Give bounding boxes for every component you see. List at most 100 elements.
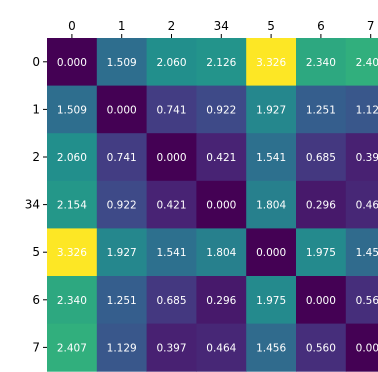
cell-value-label: 0.421 — [206, 152, 236, 164]
cell-value-label: 0.000 — [57, 57, 87, 69]
x-tick-label: 2 — [168, 19, 176, 33]
y-tick-label: 34 — [25, 198, 40, 212]
heatmap-cell — [196, 180, 247, 229]
cell-value-label: 1.975 — [256, 295, 286, 307]
heatmap-cell — [196, 323, 247, 372]
x-tick-label: 5 — [267, 19, 275, 33]
cell-value-label: 0.296 — [206, 295, 236, 307]
heatmap-cell — [246, 323, 297, 372]
cell-value-label: 1.129 — [356, 104, 378, 116]
heatmap-cell — [296, 228, 347, 277]
cell-value-label: 2.407 — [356, 57, 378, 69]
cell-value-label: 2.154 — [57, 200, 87, 212]
cell-value-label: 0.685 — [306, 152, 336, 164]
cell-value-label: 0.000 — [356, 342, 378, 354]
cell-value-label: 1.804 — [256, 200, 286, 212]
heatmap-cell — [47, 180, 98, 229]
cell-value-label: 1.927 — [256, 104, 286, 116]
heatmap-cell — [47, 276, 98, 325]
cell-value-label: 1.456 — [356, 247, 378, 259]
y-tick-label: 7 — [32, 340, 40, 354]
heatmap-cell — [146, 133, 197, 182]
cell-value-label: 2.407 — [57, 342, 87, 354]
heatmap-cell — [146, 228, 197, 277]
cell-value-label: 1.975 — [306, 247, 336, 259]
cell-value-label: 2.060 — [57, 152, 87, 164]
heatmap-cell — [146, 38, 197, 87]
cell-value-label: 2.126 — [206, 57, 236, 69]
heatmap-cell — [47, 228, 98, 277]
cell-value-label: 0.421 — [156, 200, 186, 212]
y-axis-ticks: 0 1 2 34 5 6 7 — [25, 55, 47, 354]
cell-value-label: 0.685 — [156, 295, 186, 307]
heatmap-cell — [246, 38, 297, 87]
cell-value-label: 3.326 — [256, 57, 286, 69]
heatmap-cell — [96, 228, 148, 277]
cell-value-label: 2.060 — [156, 57, 186, 69]
cell-value-label: 1.251 — [306, 104, 336, 116]
cell-value-label: 3.326 — [57, 247, 87, 259]
heatmap-cell — [246, 85, 297, 134]
heatmap-cell — [47, 85, 98, 134]
cell-value-label: 1.509 — [107, 57, 137, 69]
x-tick-label: 1 — [118, 19, 126, 33]
cell-value-label: 1.927 — [107, 247, 137, 259]
cell-value-label: 0.397 — [156, 342, 186, 354]
heatmap-cell — [296, 180, 347, 229]
cell-value-label: 0.464 — [206, 342, 236, 354]
heatmap-cell — [296, 38, 347, 87]
cell-value-label: 2.340 — [57, 295, 87, 307]
heatmap-cell — [246, 276, 297, 325]
heatmap-cell — [146, 85, 197, 134]
y-tick-label: 1 — [32, 102, 40, 116]
cell-value-label: 0.464 — [356, 200, 378, 212]
cell-value-label: 0.296 — [306, 200, 336, 212]
heatmap-cell — [47, 323, 98, 372]
y-tick-label: 2 — [32, 150, 40, 164]
cell-value-label: 0.741 — [107, 152, 137, 164]
x-tick-label: 6 — [317, 19, 325, 33]
cell-value-label: 0.000 — [107, 104, 137, 116]
heatmap-cell — [345, 133, 378, 182]
heatmap-cell — [96, 180, 148, 229]
heatmap-cell — [246, 180, 297, 229]
heatmap-cell — [47, 38, 98, 87]
heatmap-cell — [246, 133, 297, 182]
heatmap-cell — [196, 133, 247, 182]
y-tick-label: 6 — [32, 293, 40, 307]
heatmap-cell — [345, 85, 378, 134]
cell-value-label: 0.922 — [107, 200, 137, 212]
heatmap-cell — [345, 228, 378, 277]
x-tick-label: 0 — [68, 19, 76, 33]
heatmap-cell — [296, 276, 347, 325]
heatmap-cell — [345, 38, 378, 87]
cell-value-label: 1.456 — [256, 342, 286, 354]
heatmap-cell — [96, 276, 148, 325]
heatmap-cell — [345, 180, 378, 229]
heatmap-cell — [296, 85, 347, 134]
cell-value-label: 1.509 — [57, 104, 87, 116]
y-tick-label: 0 — [32, 55, 40, 69]
cell-value-label: 0.000 — [256, 247, 286, 259]
x-tick-label: 7 — [367, 19, 375, 33]
heatmap-cells: 0.000 1.509 2.060 2.126 3.326 2.340 2.407 1.509… — [47, 38, 378, 372]
cell-value-label: 0.741 — [156, 104, 186, 116]
cell-value-label: 1.804 — [206, 247, 236, 259]
heatmap-cell — [146, 276, 197, 325]
cell-value-label: 0.397 — [356, 152, 378, 164]
cell-value-label: 0.560 — [356, 295, 378, 307]
heatmap-cell — [196, 228, 247, 277]
cell-value-label: 1.541 — [256, 152, 286, 164]
heatmap-cell — [96, 323, 148, 372]
y-tick-label: 5 — [32, 245, 40, 259]
heatmap-cell — [146, 323, 197, 372]
heatmap-cell — [296, 323, 347, 372]
heatmap-cell — [246, 228, 297, 277]
heatmap-cell — [296, 133, 347, 182]
heatmap-cell — [345, 276, 378, 325]
heatmap-cell — [96, 133, 148, 182]
heatmap-cell — [146, 180, 197, 229]
cell-value-label: 0.922 — [206, 104, 236, 116]
cell-value-label: 2.340 — [306, 57, 336, 69]
